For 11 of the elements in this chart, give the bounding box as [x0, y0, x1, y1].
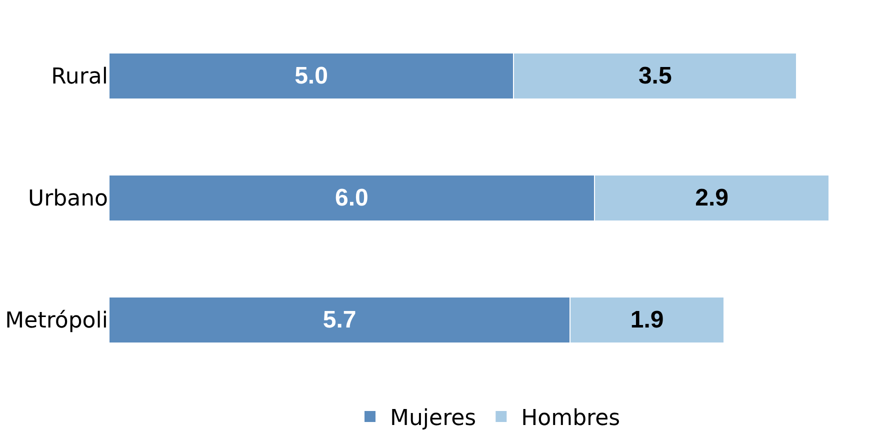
legend-label: Mujeres: [390, 406, 476, 432]
data-label: 5.7: [322, 306, 356, 334]
data-label: 3.5: [638, 62, 672, 90]
y-tick-label: Rural: [51, 64, 108, 90]
y-tick-label: Urbano: [28, 186, 108, 212]
data-label: 5.0: [294, 62, 328, 90]
y-tick-label: Metrópoli: [5, 308, 108, 334]
legend-label: Hombres: [521, 406, 620, 432]
data-label: 2.9: [695, 184, 728, 212]
data-label: 6.0: [335, 184, 368, 212]
data-label: 1.9: [630, 306, 664, 334]
